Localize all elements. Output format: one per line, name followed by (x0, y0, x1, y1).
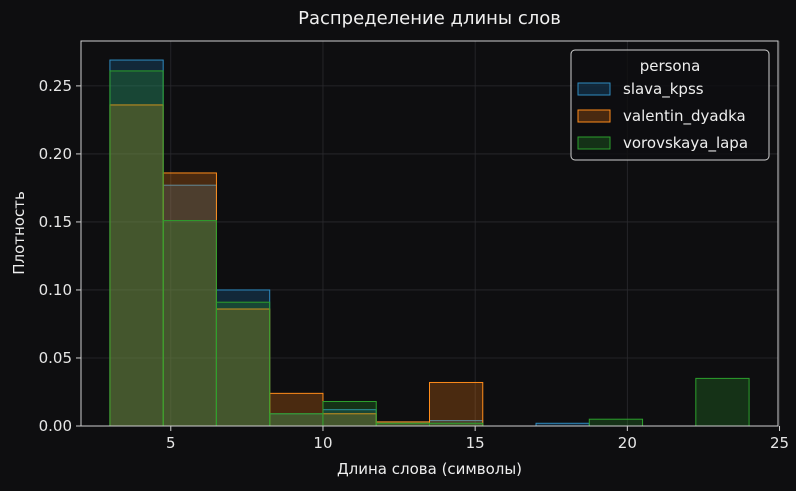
y-tick-label: 0.00 (39, 417, 72, 435)
x-tick-label: 20 (618, 434, 637, 452)
series-vorovskaya_lapa (109, 70, 750, 427)
bar-vorovskaya_lapa (269, 413, 324, 427)
bar-vorovskaya_lapa (109, 70, 164, 427)
x-tick-label: 5 (166, 434, 176, 452)
bars (109, 59, 750, 427)
x-tick-label: 25 (770, 434, 789, 452)
series-valentin_dyadka (109, 104, 484, 427)
bar-vorovskaya_lapa (322, 401, 377, 427)
legend: persona slava_kpss valentin_dyadka vorovska… (570, 49, 770, 161)
legend-label-vorovskaya_lapa: vorovskaya_lapa (623, 134, 748, 153)
y-axis-label: Плотность (10, 191, 28, 275)
legend-swatch-valentin_dyadka (577, 109, 611, 123)
bar-slava_kpss (109, 59, 164, 427)
legend-label-slava_kpss: slava_kpss (623, 80, 704, 99)
legend-box (570, 49, 770, 161)
x-axis-label: Длина слова (символы) (337, 460, 522, 478)
bar-vorovskaya_lapa (695, 377, 750, 427)
y-tick-label: 0.15 (39, 213, 72, 231)
bar-valentin_dyadka (162, 172, 217, 427)
chart-title: Распределение длины слов (298, 8, 561, 29)
legend-swatch-slava_kpss (577, 82, 611, 96)
bar-vorovskaya_lapa (588, 418, 644, 427)
ticks: 5 10 15 20 25 0.00 0.05 0.10 0.15 0.20 0.25 (39, 77, 789, 452)
y-tick-label: 0.10 (39, 281, 72, 299)
x-tick-label: 10 (313, 434, 332, 452)
x-tick-label: 15 (466, 434, 485, 452)
bar-valentin_dyadka (429, 381, 484, 427)
bar-vorovskaya_lapa (215, 301, 271, 427)
y-tick-label: 0.25 (39, 77, 72, 95)
bar-vorovskaya_lapa (162, 220, 217, 427)
y-tick-label: 0.20 (39, 145, 72, 163)
bar-valentin_dyadka (109, 104, 164, 427)
y-tick-label: 0.05 (39, 349, 72, 367)
legend-title: persona (640, 57, 701, 75)
axes-frame (80, 40, 779, 427)
bar-valentin_dyadka (215, 308, 271, 427)
legend-label-valentin_dyadka: valentin_dyadka (623, 107, 746, 126)
legend-swatch-vorovskaya_lapa (577, 136, 611, 150)
